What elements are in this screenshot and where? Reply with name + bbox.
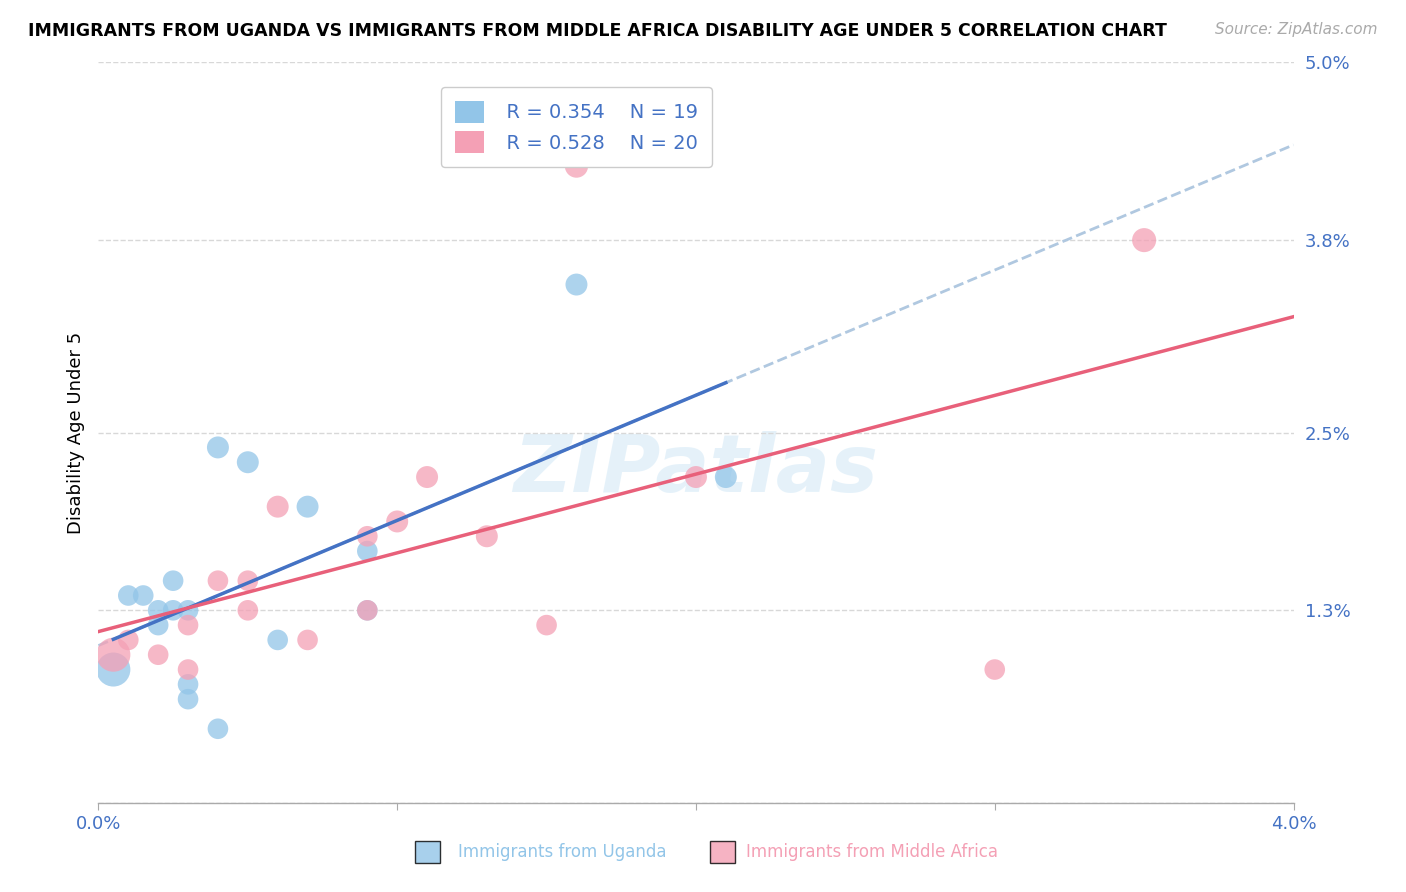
Point [267, 500, 290, 514]
Point [177, 603, 200, 617]
Text: IMMIGRANTS FROM UGANDA VS IMMIGRANTS FROM MIDDLE AFRICA DISABILITY AGE UNDER 5 C: IMMIGRANTS FROM UGANDA VS IMMIGRANTS FRO… [28, 22, 1167, 40]
Point [356, 529, 378, 543]
Point [177, 677, 200, 691]
Point [117, 589, 139, 603]
Point [117, 632, 139, 647]
Point [416, 470, 439, 484]
Point [297, 500, 319, 514]
Legend:   R = 0.354    N = 19,   R = 0.528    N = 20: R = 0.354 N = 19, R = 0.528 N = 20 [441, 87, 711, 167]
Point [1133, 233, 1156, 247]
Text: Source: ZipAtlas.com: Source: ZipAtlas.com [1215, 22, 1378, 37]
Point [162, 603, 184, 617]
Point [565, 277, 588, 292]
Point [207, 441, 229, 455]
Point [148, 618, 170, 632]
Point [685, 470, 707, 484]
Point [207, 722, 229, 736]
Text: Immigrants from Uganda: Immigrants from Uganda [458, 843, 666, 861]
Point [103, 663, 125, 677]
Y-axis label: Disability Age Under 5: Disability Age Under 5 [66, 332, 84, 533]
Point [177, 618, 200, 632]
Text: Immigrants from Middle Africa: Immigrants from Middle Africa [745, 843, 998, 861]
Point [356, 603, 378, 617]
Point [356, 603, 378, 617]
Point [297, 632, 319, 647]
Point [132, 589, 155, 603]
Point [475, 529, 498, 543]
Point [236, 574, 259, 588]
Point [162, 574, 184, 588]
Point [267, 632, 290, 647]
Point [565, 159, 588, 173]
Point [177, 692, 200, 706]
Point [177, 663, 200, 677]
Point [356, 544, 378, 558]
Point [536, 618, 558, 632]
Point [714, 470, 737, 484]
Point [103, 648, 125, 662]
Text: ZIPatlas: ZIPatlas [513, 431, 879, 508]
Point [148, 648, 170, 662]
Point [984, 663, 1007, 677]
Point [148, 603, 170, 617]
Point [236, 455, 259, 469]
Point [207, 574, 229, 588]
Point [236, 603, 259, 617]
Point [385, 515, 409, 529]
